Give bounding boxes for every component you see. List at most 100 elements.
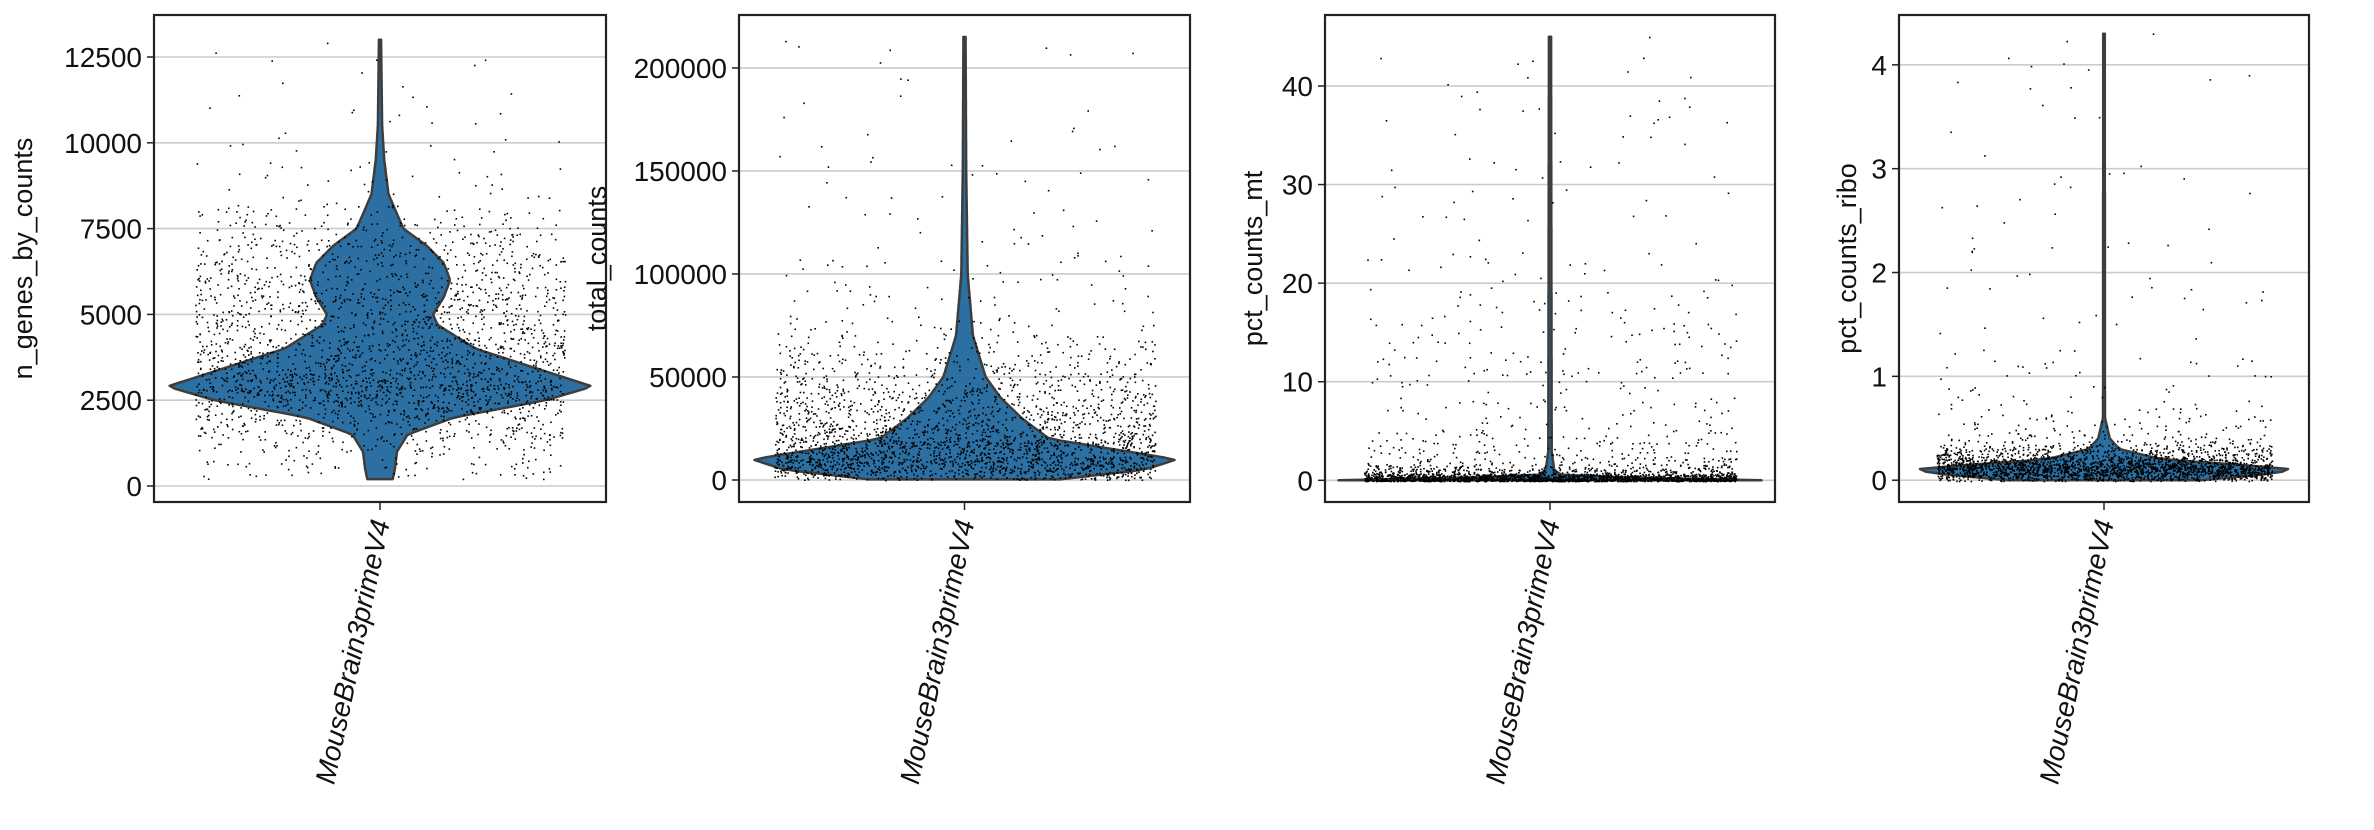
data-point (388, 244, 391, 247)
data-point (404, 367, 406, 370)
data-point (783, 469, 786, 472)
data-point (231, 428, 234, 431)
data-point (1057, 460, 1059, 462)
data-point (1089, 379, 1091, 381)
data-point (258, 310, 260, 313)
data-point (979, 391, 981, 393)
data-point (978, 414, 980, 416)
data-point (799, 451, 801, 453)
data-point (835, 396, 838, 398)
data-point (1110, 459, 1112, 462)
data-point (382, 371, 384, 373)
data-point (200, 289, 202, 292)
data-point (875, 353, 878, 356)
data-point (338, 339, 341, 342)
data-point (231, 236, 234, 239)
data-point (1061, 461, 1063, 464)
data-point (870, 469, 873, 472)
data-point (342, 330, 345, 333)
data-point (1078, 472, 1080, 475)
data-point (449, 352, 451, 354)
data-point (847, 406, 850, 409)
data-point (926, 431, 929, 433)
data-point (466, 338, 468, 340)
data-point (270, 315, 272, 318)
data-point (203, 431, 206, 434)
data-point (1087, 358, 1090, 360)
data-point (1057, 412, 1059, 414)
data-point (885, 409, 887, 411)
data-point (802, 268, 804, 270)
data-point (376, 211, 379, 213)
data-point (475, 420, 477, 422)
data-point (828, 389, 831, 391)
data-point (981, 165, 984, 167)
data-point (848, 463, 850, 466)
data-point (473, 243, 475, 245)
data-point (1085, 457, 1087, 459)
data-point (525, 389, 527, 391)
data-point (355, 313, 357, 316)
data-point (1014, 465, 1016, 468)
data-point (784, 475, 787, 477)
data-point (1127, 475, 1129, 477)
data-point (843, 406, 845, 408)
data-point (911, 420, 914, 422)
data-point (314, 399, 316, 401)
data-point (847, 464, 849, 466)
data-point (261, 297, 264, 299)
data-point (395, 328, 397, 330)
data-point (893, 366, 896, 369)
data-point (1077, 446, 1080, 448)
data-point (528, 410, 530, 413)
data-point (1051, 396, 1053, 399)
data-point (955, 461, 957, 464)
data-point (1084, 373, 1087, 375)
data-point (1113, 436, 1115, 438)
data-point (1153, 324, 1155, 327)
data-point (1036, 361, 1039, 364)
y-tick-label: 12500 (64, 42, 142, 73)
data-point (828, 428, 831, 431)
data-point (414, 224, 416, 226)
data-point (1051, 475, 1053, 477)
data-point (198, 280, 201, 282)
data-point (308, 333, 310, 336)
data-point (1075, 424, 1077, 426)
data-point (1125, 459, 1127, 461)
data-point (824, 445, 827, 448)
data-point (399, 392, 401, 395)
data-point (309, 407, 312, 409)
data-point (521, 298, 523, 300)
data-point (395, 380, 397, 383)
data-point (967, 445, 969, 447)
data-point (267, 355, 269, 358)
data-point (430, 346, 432, 349)
data-point (544, 358, 547, 361)
data-point (857, 378, 859, 381)
data-point (365, 229, 368, 232)
data-point (329, 342, 331, 344)
data-point (501, 294, 504, 296)
data-point (884, 454, 886, 457)
data-point (796, 476, 799, 478)
data-point (330, 374, 333, 376)
data-point (396, 360, 399, 362)
data-point (320, 239, 323, 242)
data-point (1049, 428, 1052, 431)
data-point (550, 384, 552, 386)
data-point (934, 359, 936, 361)
data-point (895, 375, 898, 377)
data-point (870, 457, 873, 460)
data-point (549, 444, 552, 447)
data-point (279, 250, 282, 253)
data-point (482, 390, 485, 393)
data-point (1045, 379, 1048, 382)
data-point (407, 415, 410, 417)
data-point (214, 298, 216, 301)
data-point (477, 411, 479, 414)
data-point (246, 213, 249, 216)
data-point (430, 401, 433, 403)
data-point (403, 413, 405, 416)
data-point (357, 349, 359, 352)
